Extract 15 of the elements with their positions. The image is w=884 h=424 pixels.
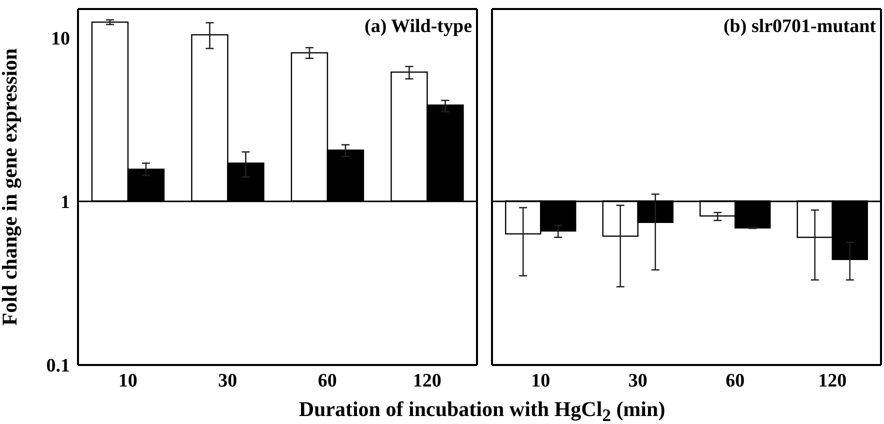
x-axis-title: Duration of incubation with HgCl$_{2}$ (min) <box>298 397 666 424</box>
x-tick-label: 10 <box>118 370 138 392</box>
x-tick-label: 30 <box>218 370 238 392</box>
y-tick-label: 10 <box>51 28 70 50</box>
annotation: (b) slr0701-mutant <box>723 16 876 38</box>
x-tick-label: 30 <box>628 370 648 392</box>
x-tick-label: 120 <box>818 370 847 392</box>
y-tick-label: 0.1 <box>46 356 70 377</box>
y-axis-title: Fold change in gene expression <box>0 48 22 326</box>
x-tick-label: 120 <box>412 370 442 392</box>
x-tick-label: 60 <box>726 370 745 392</box>
annotation: (a) Wild-type <box>364 16 472 38</box>
x-tick-label: 60 <box>318 370 337 392</box>
y-tick-label: 1 <box>60 192 70 214</box>
x-tick-label: 10 <box>531 370 550 392</box>
